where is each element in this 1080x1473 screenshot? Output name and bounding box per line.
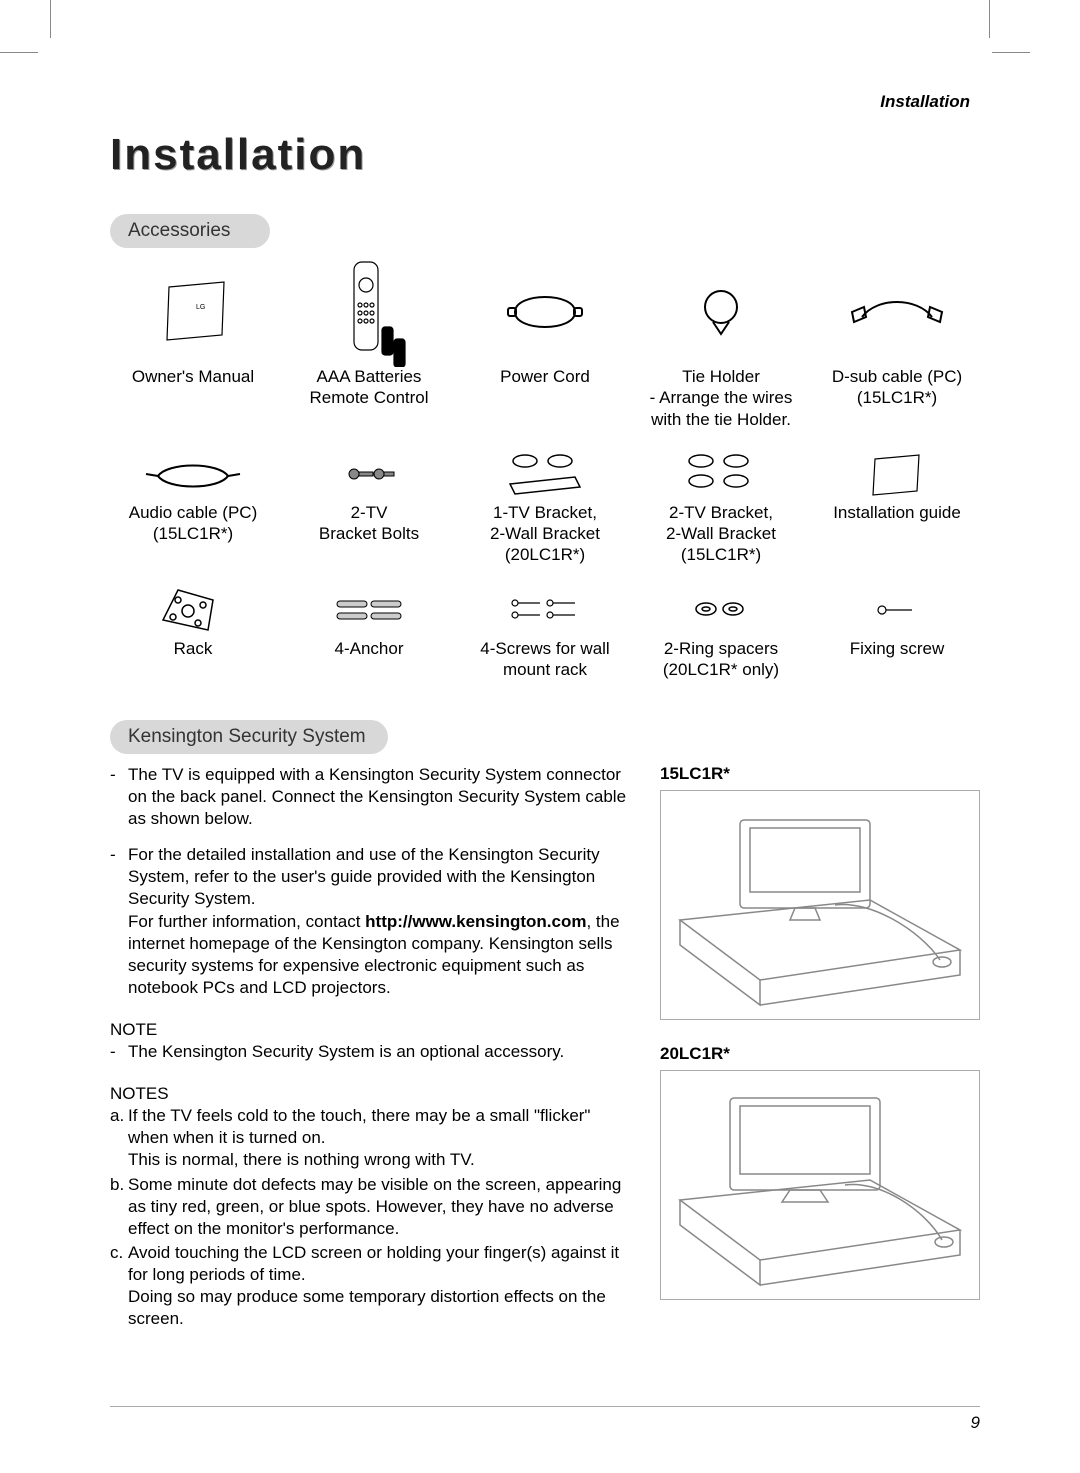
- crop-mark: [989, 0, 990, 38]
- accessory-install-guide: Installation guide: [814, 446, 980, 566]
- accessory-screws-wall: 4-Screws for wall mount rack: [462, 582, 628, 681]
- ring-spacers-icon: [638, 582, 804, 638]
- accessory-label: D-sub cable (PC) (15LC1R*): [814, 366, 980, 409]
- accessory-dsub-cable: D-sub cable (PC) (15LC1R*): [814, 258, 980, 430]
- accessories-heading: Accessories: [110, 214, 270, 248]
- accessory-owners-manual: LG Owner's Manual: [110, 258, 276, 430]
- footer-rule: [110, 1406, 980, 1407]
- notes-heading: NOTES: [110, 1083, 630, 1105]
- accessory-label: Fixing screw: [814, 638, 980, 659]
- accessory-label: 1-TV Bracket, 2-Wall Bracket (20LC1R*): [462, 502, 628, 566]
- accessory-anchor: 4-Anchor: [286, 582, 452, 681]
- page-title: Installation: [110, 130, 980, 180]
- accessory-power-cord: Power Cord: [462, 258, 628, 430]
- accessory-label: 2-TV Bracket, 2-Wall Bracket (15LC1R*): [638, 502, 804, 566]
- accessories-grid: LG Owner's Manual AAA Batteries Remote C…: [110, 258, 980, 680]
- note-b: Some minute dot defects may be visible o…: [128, 1174, 630, 1240]
- crop-mark: [992, 52, 1030, 53]
- dash-marker: -: [110, 1041, 128, 1063]
- note-heading: NOTE: [110, 1019, 630, 1041]
- crop-mark: [0, 52, 38, 53]
- owners-manual-icon: LG: [110, 258, 276, 366]
- kensington-para1: The TV is equipped with a Kensington Sec…: [128, 764, 630, 830]
- list-marker-a: a.: [110, 1105, 128, 1171]
- audio-cable-icon: [110, 446, 276, 502]
- list-marker-c: c.: [110, 1242, 128, 1330]
- tie-holder-icon: [638, 258, 804, 366]
- figure-15lc1r: [660, 790, 980, 1020]
- note1: The Kensington Security System is an opt…: [128, 1041, 630, 1063]
- accessory-label: Audio cable (PC) (15LC1R*): [110, 502, 276, 545]
- accessory-ring-spacers: 2-Ring spacers (20LC1R* only): [638, 582, 804, 681]
- accessory-tie-holder: Tie Holder - Arrange the wires with the …: [638, 258, 804, 430]
- para2a: For the detailed installation and use of…: [128, 845, 600, 908]
- kensington-columns: - The TV is equipped with a Kensington S…: [110, 764, 980, 1332]
- accessory-bracket-bolts: 2-TV Bracket Bolts: [286, 446, 452, 566]
- kensington-url: http://www.kensington.com: [365, 912, 586, 931]
- note-c: Avoid touching the LCD screen or holding…: [128, 1242, 630, 1330]
- list-marker-b: b.: [110, 1174, 128, 1240]
- bracket-20-icon: [462, 446, 628, 502]
- accessory-bracket-20: 1-TV Bracket, 2-Wall Bracket (20LC1R*): [462, 446, 628, 566]
- bracket-bolts-icon: [286, 446, 452, 502]
- para2b-prefix: For further information, contact: [128, 912, 365, 931]
- accessory-batteries-remote: AAA Batteries Remote Control: [286, 258, 452, 430]
- accessory-label: 2-Ring spacers (20LC1R* only): [638, 638, 804, 681]
- rack-icon: [110, 582, 276, 638]
- accessory-label: 4-Screws for wall mount rack: [462, 638, 628, 681]
- accessory-label: 2-TV Bracket Bolts: [286, 502, 452, 545]
- accessory-label: Rack: [110, 638, 276, 659]
- kensington-text: - The TV is equipped with a Kensington S…: [110, 764, 630, 1332]
- figure-label-15: 15LC1R*: [660, 764, 980, 784]
- tv-desk-illustration: [670, 1080, 970, 1290]
- crop-mark: [50, 0, 51, 38]
- note-a: If the TV feels cold to the touch, there…: [128, 1105, 630, 1171]
- accessory-fixing-screw: Fixing screw: [814, 582, 980, 681]
- kensington-figures: 15LC1R* 20LC1R*: [660, 764, 980, 1332]
- accessory-label: Installation guide: [814, 502, 980, 523]
- figure-20lc1r: [660, 1070, 980, 1300]
- batteries-remote-icon: [286, 258, 452, 366]
- power-cord-icon: [462, 258, 628, 366]
- accessory-audio-cable: Audio cable (PC) (15LC1R*): [110, 446, 276, 566]
- accessory-label: Power Cord: [462, 366, 628, 387]
- fixing-screw-icon: [814, 582, 980, 638]
- accessory-label: AAA Batteries Remote Control: [286, 366, 452, 409]
- accessory-rack: Rack: [110, 582, 276, 681]
- dash-marker: -: [110, 844, 128, 999]
- header-section-label: Installation: [880, 92, 970, 112]
- bracket-15-icon: [638, 446, 804, 502]
- accessory-label: Tie Holder - Arrange the wires with the …: [638, 366, 804, 430]
- page: Installation Installation Accessories LG…: [0, 0, 1080, 1473]
- anchor-icon: [286, 582, 452, 638]
- accessory-label: Owner's Manual: [110, 366, 276, 387]
- install-guide-icon: [814, 446, 980, 502]
- tv-desk-illustration: [670, 800, 970, 1010]
- svg-text:LG: LG: [196, 304, 205, 311]
- accessory-bracket-15: 2-TV Bracket, 2-Wall Bracket (15LC1R*): [638, 446, 804, 566]
- page-number: 9: [971, 1413, 980, 1433]
- kensington-para2: For the detailed installation and use of…: [128, 844, 630, 999]
- figure-label-20: 20LC1R*: [660, 1044, 980, 1064]
- screws-wall-icon: [462, 582, 628, 638]
- accessory-label: 4-Anchor: [286, 638, 452, 659]
- dash-marker: -: [110, 764, 128, 830]
- kensington-heading: Kensington Security System: [110, 720, 388, 754]
- dsub-cable-icon: [814, 258, 980, 366]
